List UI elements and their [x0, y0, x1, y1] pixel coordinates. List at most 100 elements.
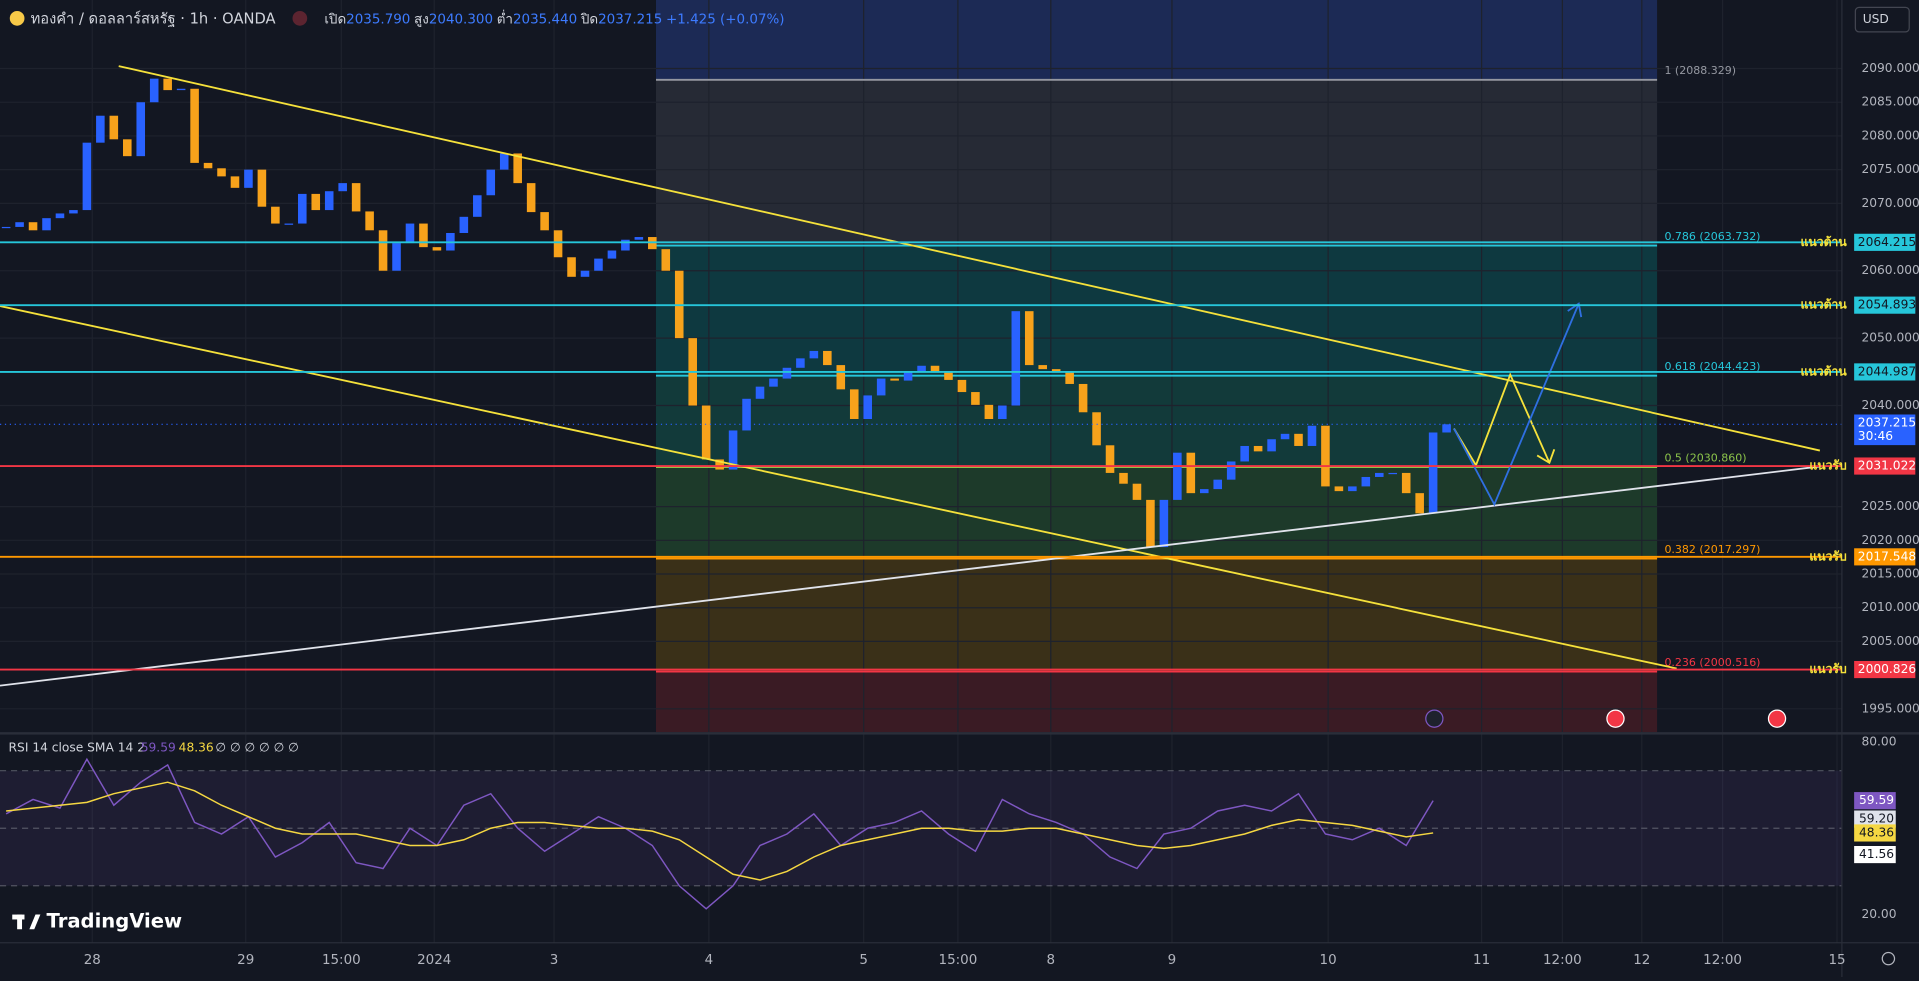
candle — [1240, 445, 1249, 462]
level-label: แนวต้าน — [1800, 298, 1847, 312]
candle — [271, 206, 280, 224]
candle — [1442, 424, 1451, 433]
candle — [998, 405, 1007, 420]
candle — [1267, 439, 1276, 452]
candle — [984, 404, 994, 420]
candle — [257, 169, 267, 207]
time-tick-label: 4 — [705, 953, 714, 968]
candle — [580, 270, 590, 277]
candle — [1132, 483, 1142, 500]
candle — [971, 392, 980, 405]
fib-label: 0.236 (2000.516) — [1664, 656, 1760, 669]
current-price-badge — [1854, 414, 1916, 446]
level-badge — [1854, 548, 1916, 566]
candle — [486, 169, 496, 196]
candle — [419, 223, 428, 248]
candle — [917, 365, 926, 372]
level-label: แนวรับ — [1809, 662, 1847, 676]
candle — [1280, 433, 1290, 440]
candle — [957, 379, 967, 393]
candle — [338, 183, 347, 192]
symbol-icon — [9, 11, 25, 26]
settings-icon[interactable] — [1881, 951, 1896, 966]
rsi-nulls: ∅ ∅ ∅ ∅ ∅ ∅ — [215, 741, 298, 755]
candle — [473, 195, 482, 217]
candle — [217, 168, 226, 177]
time-tick-label: 12 — [1633, 953, 1650, 968]
symbol[interactable]: ทองคำ / ดอลลาร์สหรัฐ · 1h · OANDA — [31, 11, 276, 28]
rsi-sma-line — [6, 781, 1434, 881]
fib-zone — [655, 375, 1658, 468]
candle — [284, 223, 294, 225]
level-value: 2017.548 — [1858, 549, 1916, 563]
level-label: แนวรับ — [1809, 549, 1847, 563]
price-tick-label: 2015.000 — [1861, 567, 1919, 581]
brand: TradingView — [47, 909, 183, 932]
candle — [149, 78, 159, 103]
value: 2037.215 — [598, 13, 662, 28]
time-tick-label: 11 — [1473, 953, 1490, 968]
projection-arrow — [1453, 303, 1580, 507]
rsi-extra-label-badge — [1854, 845, 1896, 864]
header: ทองคำ / ดอลลาร์สหรัฐ · 1h · OANDA เปิด20… — [9, 10, 785, 28]
level-badge — [1854, 363, 1916, 381]
value: 2040.300 — [429, 13, 493, 28]
candle — [1374, 472, 1384, 477]
fib-label: 1 (2088.329) — [1664, 64, 1736, 77]
time-tick-label: 15:00 — [939, 953, 978, 968]
candle — [701, 405, 711, 460]
time-tick-label: 12:00 — [1543, 953, 1582, 968]
candle — [594, 258, 603, 271]
price-tick-label: 2060.000 — [1861, 263, 1919, 277]
candle — [607, 250, 617, 259]
fib-zone — [655, 0, 1658, 80]
candle — [782, 367, 792, 379]
candle — [96, 115, 105, 143]
candle — [459, 216, 469, 233]
level-badge — [1854, 233, 1916, 251]
event-icon[interactable] — [1425, 709, 1444, 728]
fib-label: 0.382 (2017.297) — [1664, 543, 1760, 556]
candle — [1146, 499, 1155, 548]
candle — [1334, 486, 1344, 492]
event-icon[interactable] — [1767, 709, 1787, 728]
logo-part — [29, 914, 41, 930]
trend-line — [0, 465, 1820, 687]
level-badge — [1854, 660, 1916, 679]
time-tick-label: 9 — [1168, 953, 1177, 968]
event-icon[interactable] — [1606, 709, 1625, 728]
price-tick-label: 2050.000 — [1861, 331, 1919, 345]
time-tick-label: 8 — [1047, 953, 1056, 968]
level-value: 2064.215 — [1858, 235, 1916, 249]
candle — [1, 226, 11, 229]
candle — [809, 350, 819, 359]
candle — [1428, 432, 1438, 514]
candle — [203, 162, 213, 169]
rsi-extra-label: 59.20 — [1859, 812, 1894, 826]
fib-zone — [655, 245, 1658, 376]
currency-button[interactable] — [1854, 6, 1910, 33]
trend-line — [118, 65, 1821, 452]
candle — [903, 371, 913, 381]
fib-label: 0.786 (2063.732) — [1664, 230, 1760, 243]
candle — [621, 239, 630, 251]
price-tick-label: 2005.000 — [1861, 634, 1919, 648]
candle — [1186, 452, 1196, 494]
candle — [1307, 425, 1317, 446]
time-tick-label: 2024 — [417, 953, 451, 968]
candle — [499, 153, 509, 170]
candle — [863, 395, 872, 420]
candle — [944, 371, 953, 380]
fib-zone — [655, 671, 1658, 733]
candle — [432, 247, 442, 251]
candle — [823, 350, 832, 366]
ohlc: เปิด2035.790 สูง2040.300 ต่ำ2035.440 ปิด203… — [324, 10, 784, 28]
candle — [1173, 452, 1182, 500]
candle — [42, 218, 51, 231]
currency[interactable]: USD — [1863, 12, 1889, 26]
level-label: แนวต้าน — [1800, 364, 1847, 378]
price-tick-label: 2010.000 — [1861, 600, 1919, 614]
candle — [1294, 433, 1303, 446]
candle — [769, 378, 778, 387]
current-price: 2037.215 — [1858, 416, 1916, 430]
